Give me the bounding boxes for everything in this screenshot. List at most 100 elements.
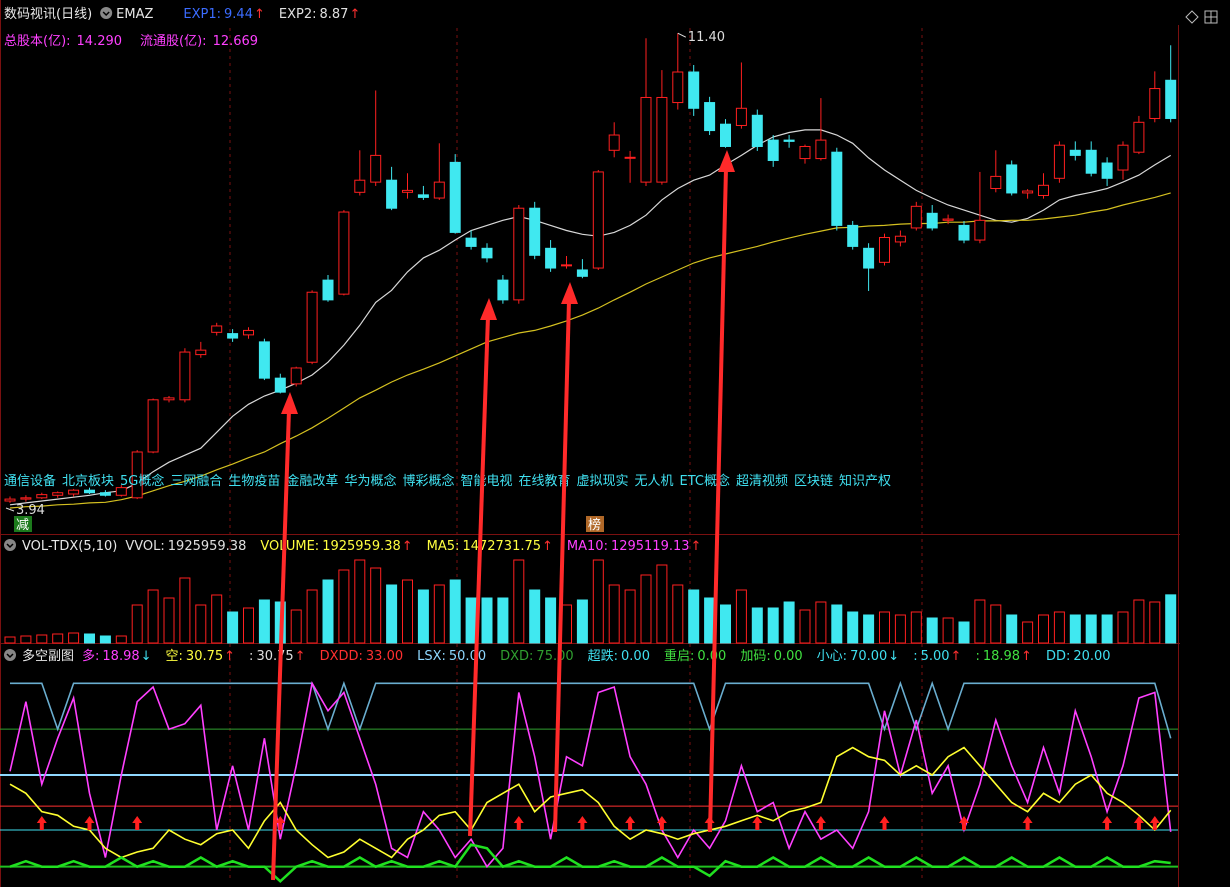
signal-arrow [959, 816, 969, 830]
candle-body [306, 291, 318, 363]
concept-tag: 三网融合 [170, 474, 222, 489]
arrowhead [718, 150, 735, 172]
stat-value: 50.00 [449, 649, 486, 664]
candle-body [4, 498, 16, 502]
series-line [9, 746, 1172, 859]
volume-bar [1117, 611, 1129, 644]
volume-bar [354, 559, 366, 644]
collapse-icon[interactable] [4, 539, 16, 551]
volume-bar [640, 574, 652, 644]
annotation-arrow [708, 167, 728, 833]
candle-body [1006, 164, 1018, 194]
candle-body [894, 235, 906, 243]
candle-body [513, 207, 525, 301]
volume-bar [815, 601, 827, 644]
stat-value: 75.00 [536, 649, 573, 664]
candle-body [1069, 149, 1081, 156]
volume-bar [942, 617, 954, 644]
stat-arrow: ↑ [349, 7, 360, 22]
volume-bar [1149, 601, 1161, 644]
volume-bar [99, 635, 111, 644]
volume-bar [545, 597, 557, 644]
badge [14, 516, 32, 532]
candle-body [68, 489, 80, 495]
volume-bar [926, 617, 938, 644]
badge [586, 516, 604, 532]
candle-body [1101, 162, 1113, 179]
stat-value: 1472731.75 [462, 539, 541, 554]
concept-tag: 通信设备 [4, 473, 56, 489]
candle-body [751, 114, 763, 147]
candle-body [767, 139, 779, 161]
candle-body [561, 264, 572, 267]
candle-body [1022, 190, 1034, 194]
candle-body [735, 107, 747, 126]
candle-body [1038, 184, 1049, 196]
volume-bar [433, 584, 445, 644]
diamond-icon[interactable] [1185, 10, 1199, 24]
stat-name: EXP1: [183, 7, 221, 22]
volume-bar [68, 632, 80, 644]
collapse-icon[interactable] [100, 7, 113, 19]
signal-arrow [1149, 816, 1160, 830]
candle-body [290, 367, 302, 385]
candle-body [338, 211, 350, 295]
volume-bar [243, 607, 254, 644]
volume-bar [370, 567, 382, 644]
volume-bar [767, 607, 779, 644]
volume-bar [1022, 621, 1034, 644]
candle-body [1165, 79, 1177, 119]
volume-bar [799, 609, 811, 644]
collapse-icon[interactable] [4, 649, 16, 661]
signal-arrow [36, 816, 47, 830]
candle-body [258, 341, 270, 379]
candle-body [1149, 88, 1161, 119]
signal-arrow [513, 816, 524, 830]
volume-bar [1053, 611, 1065, 644]
concept-tag: 博彩概念 [402, 473, 454, 489]
candle-body [163, 397, 175, 401]
candle-body [688, 71, 700, 109]
volume-bar [1069, 614, 1081, 644]
volume-bar [990, 604, 1002, 644]
candle-body [799, 145, 811, 160]
volume-bar [910, 611, 922, 644]
candle-body [990, 175, 1002, 189]
volume-bar [163, 597, 175, 644]
collapse-chevron [6, 543, 14, 549]
volume-bar [672, 584, 684, 644]
stat-arrow: ↑ [542, 539, 553, 554]
collapse-chevron [6, 653, 14, 659]
candle-body [1085, 149, 1097, 174]
candle-body [417, 194, 429, 198]
volume-bar [84, 633, 95, 644]
stat-value: 0.00 [697, 649, 726, 664]
stat-value: 1295119.13 [611, 539, 690, 554]
signal-arrow [879, 816, 890, 830]
stat-name: DD: [1046, 649, 1070, 664]
stat-value: 30.75 [256, 649, 293, 664]
candle-body [815, 139, 827, 160]
candle-body [84, 489, 95, 494]
candle-body [576, 269, 588, 277]
stat-arrow: ↑ [295, 649, 306, 664]
content: 数码视讯(日线) EMAZ EXP1: 9.44 ↑ EXP2: 8.87 ↑总股本(亿): 1… [0, 7, 1178, 883]
stat-arrow: ↑ [691, 539, 702, 554]
candle-body [545, 247, 557, 269]
stat-value: 70.00 [850, 649, 887, 664]
stat-arrow: ↑ [402, 539, 413, 554]
volume-bar [417, 589, 429, 644]
signal-arrow [1022, 816, 1033, 830]
stat-name: MA10: [567, 539, 608, 554]
candle-body [147, 399, 159, 453]
info-value: 12.669 [213, 34, 259, 49]
annotation-arrow [271, 409, 291, 881]
volume-bar [1085, 614, 1097, 644]
signal-arrow [275, 816, 286, 830]
high-marker [677, 32, 687, 38]
concept-tag: ETC概念 [680, 473, 730, 489]
volume-bar [974, 599, 986, 644]
candle-body [1117, 144, 1129, 171]
